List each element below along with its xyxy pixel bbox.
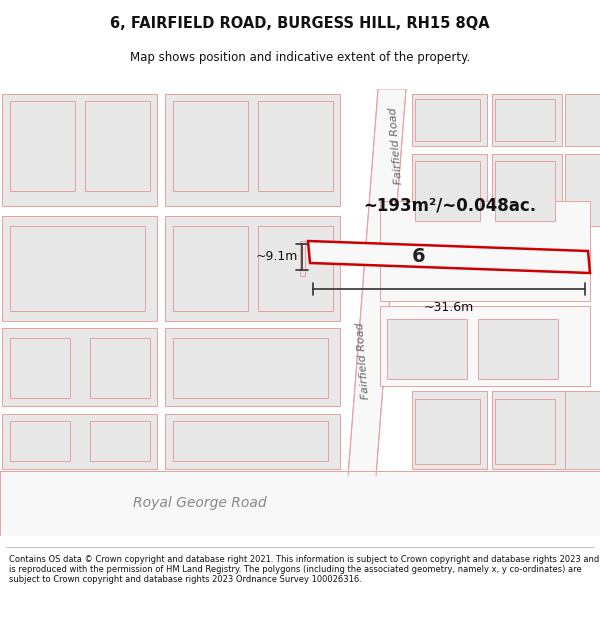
Bar (415, 99, 480, 141)
Bar (2, 328, 157, 406)
Bar (495, 399, 555, 464)
Bar (387, 319, 467, 379)
Bar (10, 421, 70, 461)
Bar (90, 421, 150, 461)
Text: Contains OS data © Crown copyright and database right 2021. This information is : Contains OS data © Crown copyright and d… (9, 554, 599, 584)
Text: Royal George Road: Royal George Road (133, 496, 267, 510)
Bar (173, 226, 248, 311)
Bar (90, 338, 150, 398)
Bar (10, 101, 75, 191)
Text: 6: 6 (412, 248, 426, 266)
Bar (380, 306, 590, 386)
Bar (165, 328, 340, 406)
Bar (300, 241, 305, 276)
Bar (173, 421, 328, 461)
Bar (492, 154, 562, 226)
Bar (380, 201, 590, 301)
Bar (165, 94, 340, 206)
Text: ~193m²/~0.048ac.: ~193m²/~0.048ac. (364, 197, 536, 215)
Bar (165, 414, 340, 469)
Text: Fairfield Road: Fairfield Road (388, 107, 404, 185)
Bar (258, 226, 333, 311)
Bar (2, 94, 157, 206)
Bar (412, 154, 487, 226)
Bar (10, 338, 70, 398)
Text: Fairfield Road: Fairfield Road (355, 322, 371, 400)
Bar (492, 391, 567, 469)
Bar (565, 391, 600, 469)
Bar (495, 99, 555, 141)
Polygon shape (348, 89, 406, 476)
Bar (495, 161, 555, 221)
Text: ~31.6m: ~31.6m (424, 301, 474, 314)
Bar (492, 94, 562, 146)
Bar (10, 226, 145, 311)
Bar (258, 101, 333, 191)
Bar (415, 399, 480, 464)
Bar (415, 161, 480, 221)
Text: ~9.1m: ~9.1m (256, 251, 298, 264)
Bar (478, 319, 558, 379)
Bar (173, 338, 328, 398)
Bar (412, 391, 487, 469)
Bar (2, 216, 157, 321)
Bar (565, 94, 600, 146)
Text: Map shows position and indicative extent of the property.: Map shows position and indicative extent… (130, 51, 470, 64)
Bar (565, 154, 600, 226)
Bar (85, 101, 150, 191)
Polygon shape (0, 471, 600, 536)
Bar (165, 216, 340, 321)
Bar (412, 94, 487, 146)
Polygon shape (308, 241, 590, 273)
Bar (2, 414, 157, 469)
Text: 6, FAIRFIELD ROAD, BURGESS HILL, RH15 8QA: 6, FAIRFIELD ROAD, BURGESS HILL, RH15 8Q… (110, 16, 490, 31)
Bar (173, 101, 248, 191)
